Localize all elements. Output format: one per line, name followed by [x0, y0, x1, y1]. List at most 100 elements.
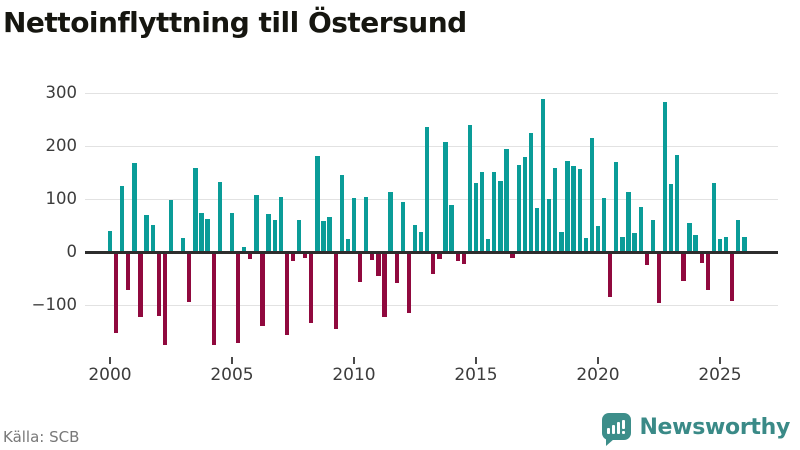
- x-axis-tick-mark: [353, 357, 355, 364]
- x-axis-tick-mark: [475, 357, 477, 364]
- bar: [272, 220, 277, 251]
- bar: [437, 253, 442, 260]
- bar: [553, 167, 558, 251]
- bar: [486, 239, 491, 251]
- bar: [479, 171, 485, 251]
- bar: [498, 181, 503, 251]
- bar: [193, 168, 198, 251]
- bar: [162, 253, 168, 346]
- bar: [242, 246, 247, 251]
- bar: [730, 253, 735, 302]
- bar: [260, 253, 265, 327]
- source-note: Källa: SCB: [3, 428, 80, 446]
- bar: [455, 253, 460, 262]
- bar: [339, 175, 344, 251]
- bar: [181, 238, 186, 251]
- bar: [150, 224, 155, 251]
- x-axis-tick-label: 2000: [88, 365, 132, 385]
- bar: [126, 253, 131, 291]
- bar: [406, 253, 412, 313]
- bar: [492, 171, 497, 251]
- bar: [248, 253, 253, 260]
- bar: [144, 215, 149, 251]
- bar: [388, 191, 393, 251]
- bar: [534, 208, 540, 251]
- bar: [510, 253, 515, 258]
- bar: [473, 182, 479, 251]
- bar: [601, 198, 607, 251]
- bar: [736, 220, 741, 251]
- bar: [400, 201, 405, 251]
- gridline: [85, 305, 778, 307]
- bar: [431, 253, 436, 275]
- x-axis-tick-mark: [109, 357, 111, 364]
- bar: [461, 253, 466, 265]
- bar: [608, 253, 613, 297]
- bar: [357, 253, 363, 282]
- x-axis-tick-label: 2025: [698, 365, 742, 385]
- newsworthy-speech-bubble-bar-chart-icon: [602, 413, 632, 446]
- bar: [662, 102, 668, 251]
- bar: [370, 253, 375, 261]
- bar: [303, 253, 308, 259]
- bar: [266, 213, 271, 251]
- bar: [425, 126, 430, 251]
- bar: [644, 253, 649, 265]
- bar: [187, 253, 192, 302]
- bar: [528, 133, 534, 251]
- bar: [278, 196, 283, 251]
- bar: [632, 232, 637, 251]
- bar: [467, 124, 473, 251]
- bar: [156, 253, 161, 317]
- bar: [595, 225, 601, 251]
- bar: [235, 253, 241, 344]
- bar: [113, 253, 119, 333]
- gridline: [85, 146, 778, 148]
- bar: [205, 219, 210, 251]
- x-axis-tick-mark: [719, 357, 721, 364]
- bar: [656, 253, 662, 303]
- chart-title: Nettoinflyttning till Östersund: [3, 6, 467, 39]
- bar: [309, 253, 314, 324]
- bar: [364, 197, 369, 251]
- y-axis-tick-label: 0: [66, 242, 78, 261]
- bar: [333, 253, 338, 330]
- bar: [589, 138, 595, 251]
- bar: [675, 154, 680, 251]
- bar: [583, 237, 588, 251]
- bar: [132, 163, 137, 251]
- bar: [120, 186, 125, 251]
- y-axis-tick-label: −100: [31, 295, 77, 314]
- bar: [742, 237, 747, 251]
- bar: [547, 198, 552, 251]
- bar: [571, 166, 576, 251]
- x-axis-tick-label: 2020: [576, 365, 620, 385]
- bar: [711, 182, 717, 251]
- bar: [687, 222, 692, 251]
- bar: [254, 194, 259, 251]
- bar-chart-plot-area: 300 200 100 0 −100 2000 2005 2010 2015 2020 2025: [31, 83, 778, 385]
- y-axis-tick-label: 200: [45, 136, 78, 155]
- bar: [522, 157, 527, 251]
- bar: [376, 253, 381, 277]
- bar: [211, 253, 216, 346]
- y-axis-tick-label: 100: [45, 189, 78, 208]
- bar: [693, 235, 698, 251]
- bar: [327, 216, 332, 251]
- bar: [168, 199, 174, 251]
- y-axis-tick-label: 300: [45, 83, 78, 102]
- x-axis-tick-label: 2010: [332, 365, 376, 385]
- bar: [504, 149, 509, 251]
- bar: [705, 253, 710, 291]
- bar: [321, 221, 326, 251]
- bar: [290, 253, 296, 261]
- bar: [229, 212, 235, 251]
- bar: [443, 141, 448, 251]
- bar: [418, 232, 424, 251]
- bar: [199, 212, 204, 251]
- bar: [315, 155, 320, 251]
- bar: [412, 224, 418, 251]
- newsworthy-wordmark: Newsworthy: [639, 415, 790, 440]
- bar: [284, 253, 290, 336]
